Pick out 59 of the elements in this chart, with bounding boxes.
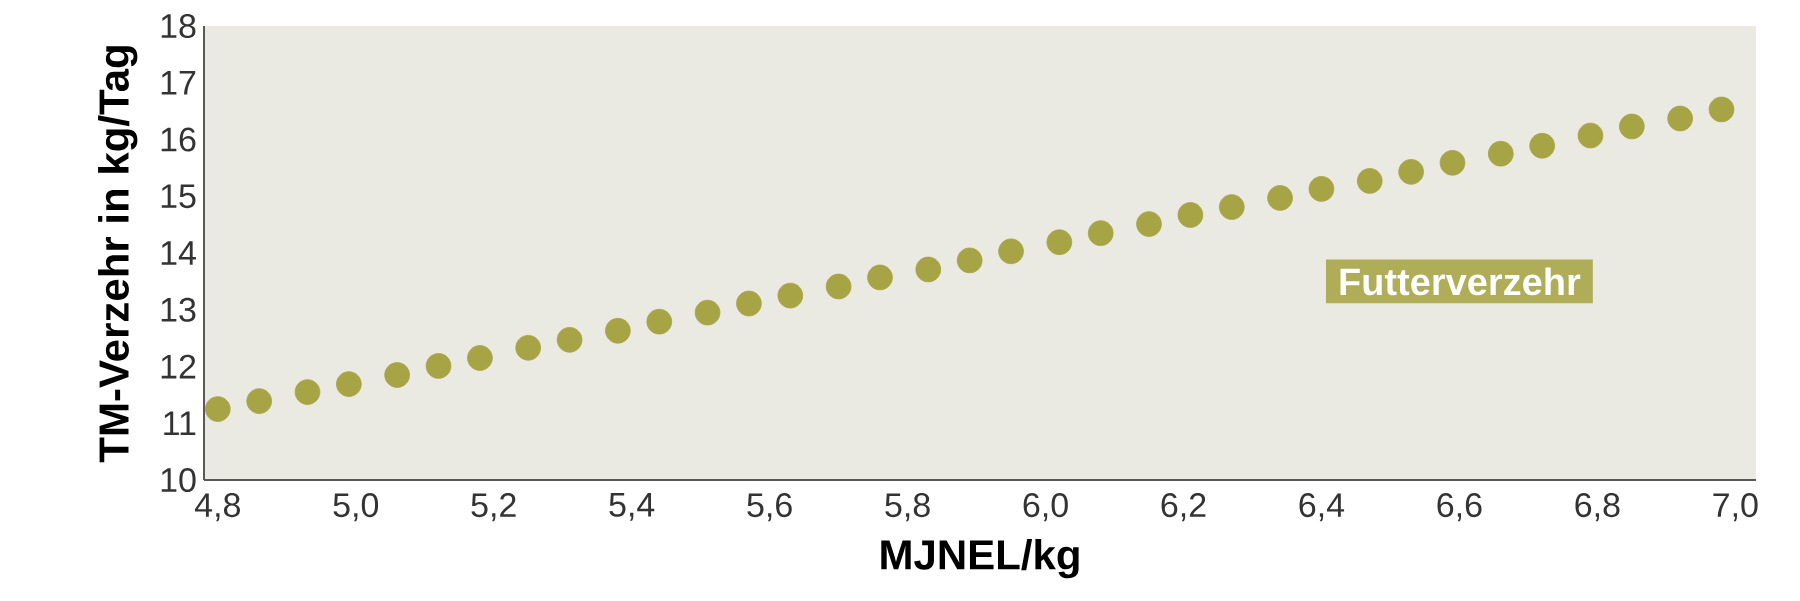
point: [294, 379, 321, 405]
point: [556, 327, 583, 353]
point: [1087, 220, 1114, 246]
point: [246, 388, 272, 414]
y-tick-label: 13: [161, 297, 196, 322]
point: [825, 273, 852, 300]
point: [646, 308, 673, 335]
x-tick-label: 5,4: [609, 493, 655, 521]
point: [1667, 105, 1693, 132]
x-tick-label: 6,6: [1437, 493, 1482, 522]
point: [605, 317, 631, 344]
x-tick-label: 5,6: [747, 493, 792, 522]
x-tick-label: 6,2: [1161, 493, 1206, 522]
point: [867, 264, 893, 291]
y-tick-label: 17: [161, 71, 196, 95]
point: [1619, 113, 1645, 140]
point: [336, 371, 362, 397]
x-tick-label: 6,8: [1575, 493, 1620, 522]
y-tick-label: 18: [161, 13, 196, 39]
x-tick-label: 5,8: [885, 493, 930, 522]
point: [1577, 122, 1604, 149]
y-tick-label: 14: [161, 241, 196, 265]
point: [1439, 149, 1466, 176]
y-tick-label: 10: [161, 467, 196, 493]
point: [1529, 132, 1555, 159]
x-tick-label: 5,0: [333, 493, 379, 522]
point: [1708, 96, 1735, 123]
x-tick-label: 7,0: [1713, 493, 1758, 522]
point: [1356, 168, 1383, 194]
point: [384, 362, 410, 388]
point: [998, 238, 1024, 265]
y-tick-label: 12: [161, 354, 196, 379]
y-tick-label: 15: [161, 184, 196, 209]
point: [1218, 194, 1245, 220]
point: [1177, 202, 1204, 228]
point: [467, 345, 493, 371]
point: [1046, 229, 1073, 256]
series-label: Futterverzehr: [1340, 267, 1581, 296]
x-tick-label: 6,0: [1023, 493, 1068, 522]
point: [1487, 140, 1514, 167]
point: [956, 247, 983, 274]
point: [515, 334, 541, 361]
x-tick-label: 4,8: [194, 493, 240, 522]
point: [1398, 159, 1424, 185]
point: [777, 282, 804, 309]
point: [1267, 185, 1293, 211]
point: [694, 299, 721, 326]
point: [736, 290, 762, 317]
x-axis-title: MJNEL/kg: [881, 538, 1079, 579]
point: [915, 256, 942, 283]
point: [1308, 176, 1335, 202]
point: [425, 353, 452, 379]
x-tick-label: 6,4: [1299, 493, 1345, 522]
point: [1136, 211, 1162, 237]
y-tick-label: 16: [161, 127, 196, 152]
y-tick-label: 11: [164, 411, 196, 435]
y-axis-title: TM-Verzehr in kg/Tag: [98, 46, 138, 463]
point: [205, 396, 231, 422]
x-tick-label: 5,2: [471, 493, 516, 522]
